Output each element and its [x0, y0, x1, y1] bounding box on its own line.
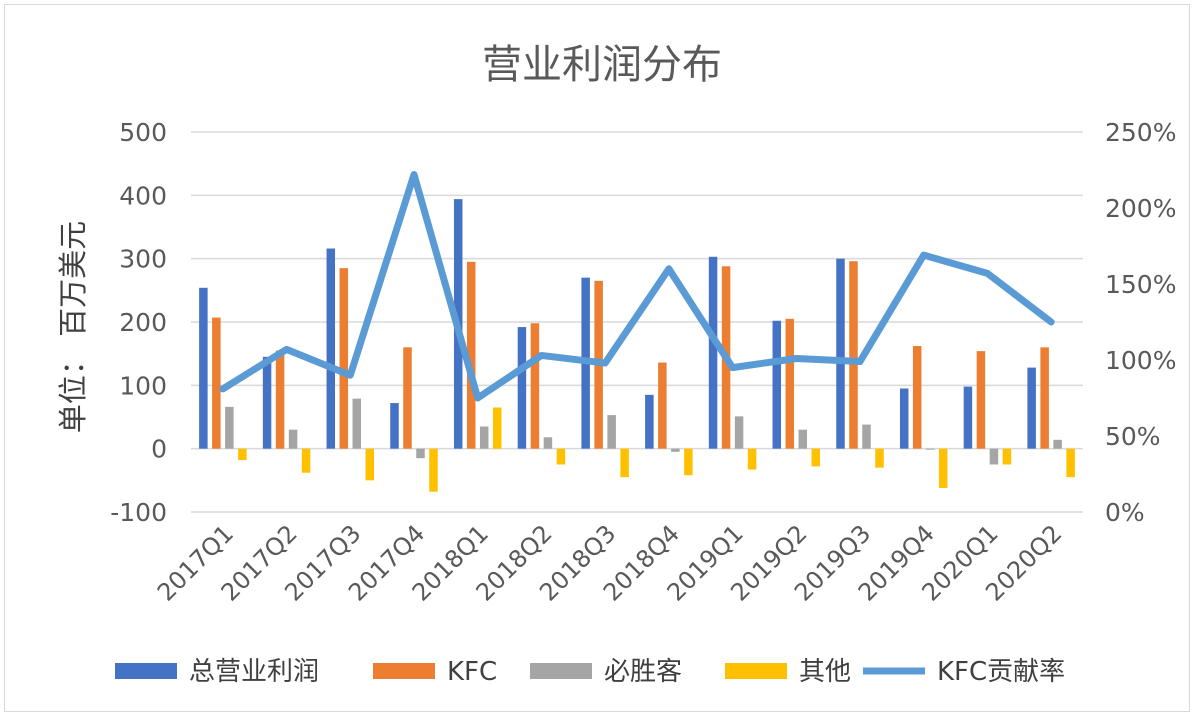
bar-other-2017q3 [365, 448, 375, 481]
y-tick-label: 100 [119, 371, 167, 400]
y-tick-label: 300 [119, 245, 167, 274]
y2-tick-label: 100% [1105, 346, 1176, 375]
bar-kfc-2019q4 [912, 346, 922, 449]
legend-label-pizza_hut: 必胜客 [604, 657, 682, 687]
y-tick-label: 200 [119, 308, 167, 337]
bar-pizza_hut-2018q4 [671, 448, 680, 452]
bar-total-2020q2 [1027, 367, 1036, 449]
chart-frame: 营业利润分布 单位： 百万美元 500 400 300 200 100 0 -100 250… [4, 4, 1190, 712]
bar-pizza_hut-2019q4 [925, 448, 935, 450]
y-tick-label: -100 [110, 498, 167, 527]
bar-pizza_hut-2018q3 [607, 415, 616, 449]
bar-total-2019q2 [772, 320, 782, 449]
bar-total-2017q2 [262, 356, 272, 449]
bar-kfc-2020q2 [1040, 347, 1049, 449]
bar-pizza_hut-2017q4 [416, 448, 425, 459]
y2-tick-label: 50% [1105, 422, 1161, 451]
bar-pizza_hut-2019q1 [734, 416, 744, 449]
bar-total-2018q4 [645, 394, 654, 449]
y-tick-label: 400 [119, 181, 167, 210]
y-axis-label: 单位： 百万美元 [56, 221, 90, 433]
y-axis-ticks: 500 400 300 200 100 0 -100 [110, 118, 167, 527]
line-kfc-contribution [219, 171, 1055, 402]
y-tick-label: 500 [119, 118, 167, 147]
bar-kfc-2018q2 [530, 323, 540, 449]
bar-kfc-2019q2 [785, 318, 795, 449]
y2-tick-label: 250% [1105, 118, 1176, 147]
legend-swatch-total [115, 663, 177, 679]
legend-label-ratio: KFC贡献率 [937, 657, 1065, 687]
bar-total-2019q3 [836, 258, 845, 449]
bar-kfc-2017q1 [212, 317, 221, 449]
bar-other-2017q4 [429, 448, 438, 492]
bar-other-2020q2 [1066, 448, 1075, 478]
chart-title: 营业利润分布 [482, 42, 722, 88]
bar-other-2020q1 [1002, 448, 1012, 465]
legend: 总营业利润 KFC 必胜客 其他 KFC贡献率 [115, 657, 1065, 687]
bar-total-2019q1 [708, 256, 718, 449]
y2-tick-label: 0% [1105, 498, 1145, 527]
bar-pizza_hut-2018q2 [543, 437, 553, 449]
bar-pizza_hut-2017q3 [352, 398, 362, 449]
bar-other-2018q4 [684, 448, 693, 476]
bar-kfc-2020q1 [976, 351, 986, 449]
bar-other-2017q2 [301, 448, 311, 473]
bar-kfc-2018q1 [466, 261, 476, 449]
y-tick-label: 0 [151, 435, 167, 464]
profit-chart: 营业利润分布 单位： 百万美元 500 400 300 200 100 0 -100 250… [56, 42, 1176, 687]
legend-swatch-pizza_hut [530, 663, 592, 679]
bar-other-2019q1 [747, 448, 757, 470]
bar-kfc-2017q2 [275, 350, 285, 449]
bar-pizza_hut-2017q1 [225, 406, 234, 449]
bar-other-2018q2 [556, 448, 566, 465]
bar-kfc-2019q3 [849, 261, 858, 449]
legend-label-other: 其他 [799, 657, 851, 687]
legend-swatch-kfc [373, 663, 435, 679]
y2-axis-ticks: 250% 200% 150% 100% 50% 0% [1105, 118, 1176, 527]
bar-total-2017q1 [199, 287, 208, 449]
bar-other-2019q4 [938, 448, 948, 488]
bar-total-2017q4 [390, 403, 399, 449]
bar-total-2020q1 [963, 386, 973, 449]
legend-swatch-other [725, 663, 787, 679]
bar-total-2019q4 [899, 388, 909, 449]
line-series [219, 171, 1055, 402]
bar-other-2019q2 [811, 448, 821, 467]
x-axis-ticks: 2017Q12017Q22017Q32017Q42018Q12018Q22018… [152, 519, 1067, 606]
bar-pizza_hut-2020q1 [989, 448, 999, 465]
bar-series [199, 199, 1075, 492]
bar-other-2018q3 [620, 448, 629, 478]
bar-total-2018q2 [517, 327, 527, 449]
bar-pizza_hut-2018q1 [479, 426, 489, 449]
y2-tick-label: 150% [1105, 270, 1176, 299]
bar-pizza_hut-2019q2 [798, 429, 808, 449]
bar-kfc-2017q3 [339, 268, 349, 449]
bar-total-2017q3 [326, 248, 336, 449]
bar-other-2019q3 [875, 448, 884, 468]
bar-kfc-2018q4 [658, 362, 667, 449]
bar-other-2018q1 [492, 407, 502, 449]
bar-kfc-2017q4 [403, 347, 412, 449]
y2-tick-label: 200% [1105, 194, 1176, 223]
bar-pizza_hut-2020q2 [1053, 439, 1062, 449]
legend-label-kfc: KFC [447, 657, 497, 687]
bar-pizza_hut-2017q2 [288, 429, 298, 449]
bar-pizza_hut-2019q3 [862, 424, 871, 449]
bar-other-2017q1 [238, 448, 247, 461]
legend-label-total: 总营业利润 [189, 657, 319, 687]
